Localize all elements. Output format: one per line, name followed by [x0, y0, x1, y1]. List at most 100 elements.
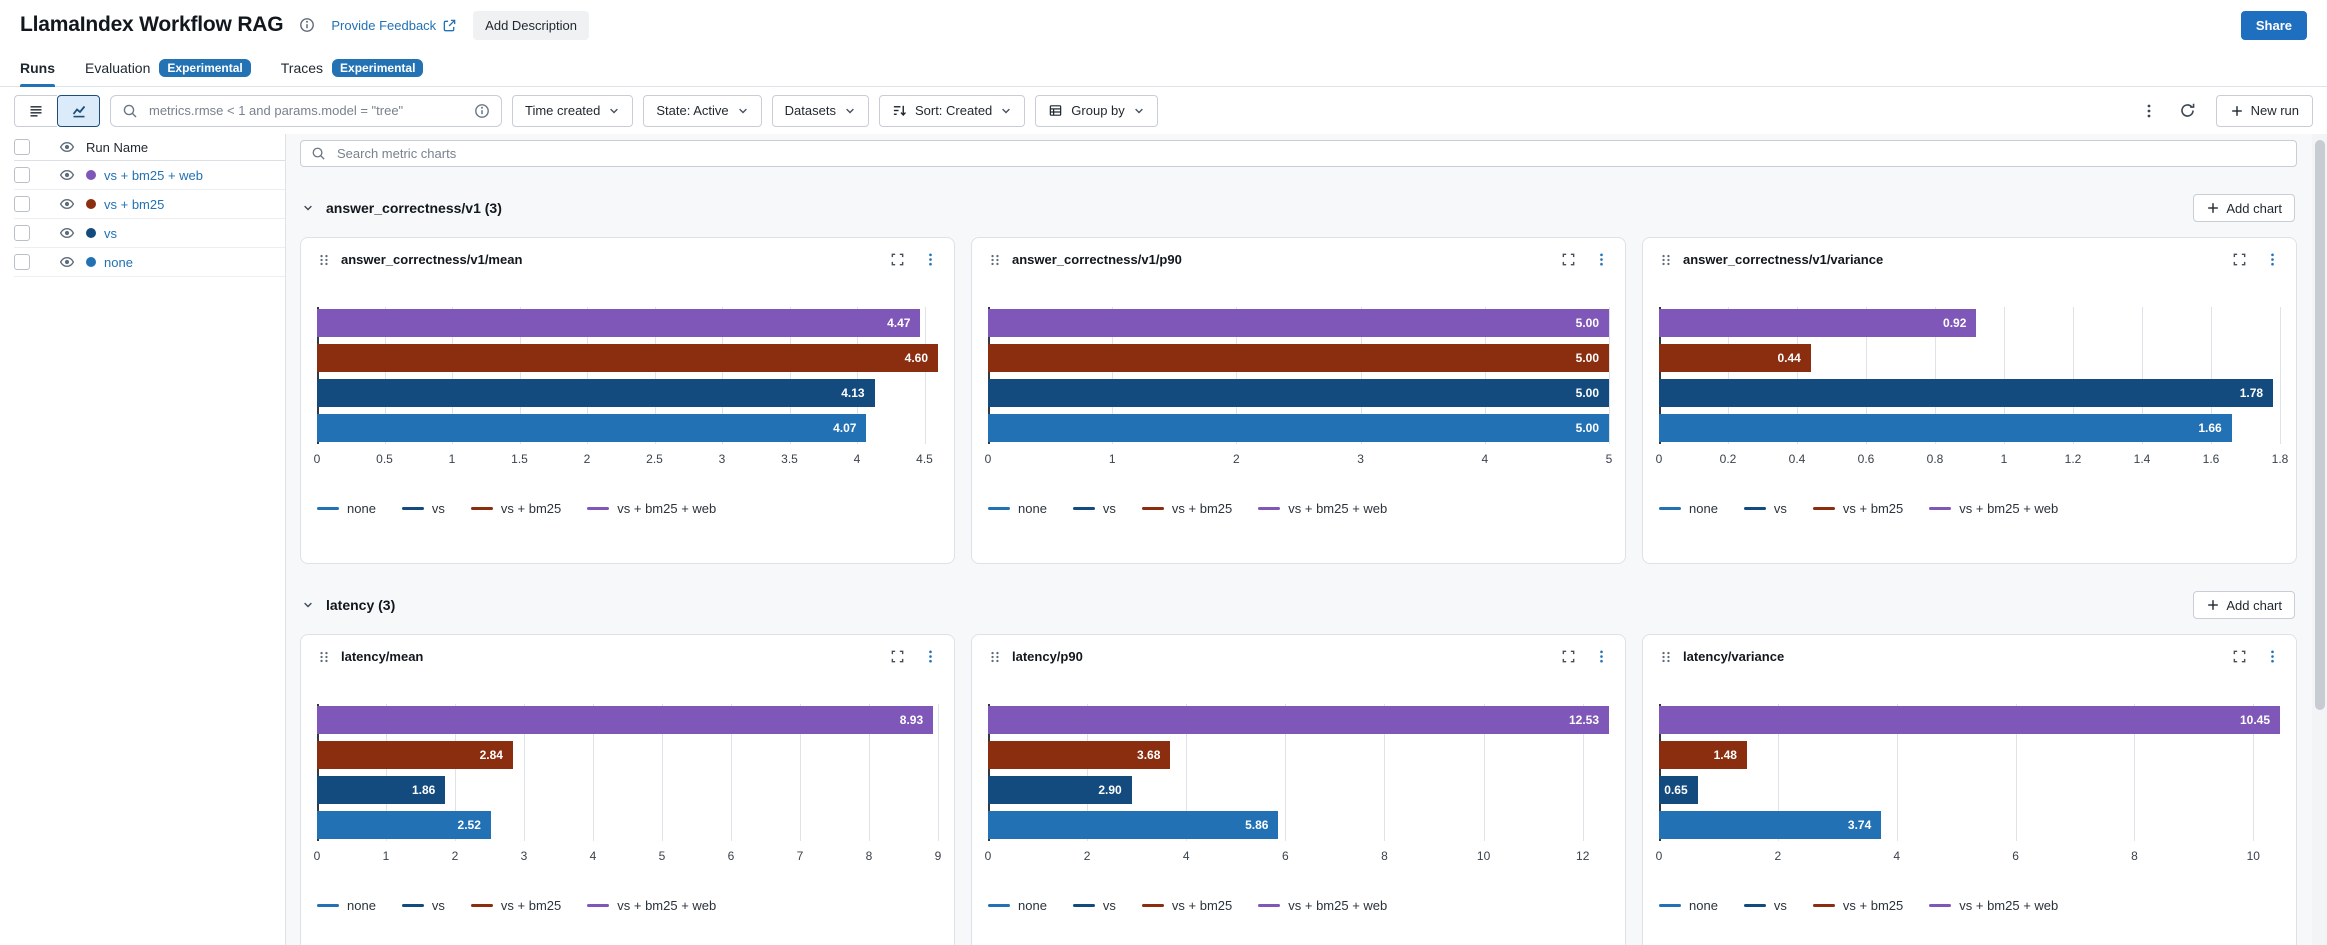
legend-item-none[interactable]: none	[1659, 501, 1718, 516]
bar-vs-bm25[interactable]: 5.00	[988, 344, 1609, 372]
kebab-icon[interactable]	[923, 649, 938, 664]
add-description-button[interactable]: Add Description	[473, 10, 589, 40]
bar-vs[interactable]: 4.13	[317, 379, 875, 407]
legend-item-vs-bm25[interactable]: vs + bm25	[1141, 501, 1232, 516]
add-chart-button[interactable]: Add chart	[2193, 591, 2295, 619]
run-name-link[interactable]: vs + bm25	[104, 196, 165, 212]
drag-handle-icon[interactable]	[988, 253, 1002, 267]
bar-vs-bm25-web[interactable]: 8.93	[317, 706, 934, 734]
drag-handle-icon[interactable]	[317, 253, 331, 267]
metric-charts-search-input[interactable]	[335, 145, 2286, 162]
provide-feedback-link[interactable]: Provide Feedback	[331, 18, 457, 33]
legend-item-vs-bm25-web[interactable]: vs + bm25 + web	[587, 501, 716, 516]
legend-item-vs-bm25-web[interactable]: vs + bm25 + web	[1258, 501, 1387, 516]
drag-handle-icon[interactable]	[988, 650, 1002, 664]
kebab-icon[interactable]	[1594, 649, 1609, 664]
tab-runs[interactable]: Runs	[20, 50, 55, 87]
legend-item-vs-bm25[interactable]: vs + bm25	[1812, 898, 1903, 913]
legend-item-vs[interactable]: vs	[401, 898, 445, 913]
legend-item-none[interactable]: none	[1659, 898, 1718, 913]
list-view-button[interactable]	[14, 94, 57, 127]
legend-item-none[interactable]: none	[988, 501, 1047, 516]
bar-vs-bm25[interactable]: 3.68	[988, 741, 1171, 769]
run-name-link[interactable]: vs + bm25 + web	[104, 167, 203, 183]
legend-item-vs-bm25[interactable]: vs + bm25	[1141, 898, 1232, 913]
bar-vs[interactable]: 2.90	[988, 776, 1132, 804]
legend-item-none[interactable]: none	[317, 898, 376, 913]
run-checkbox[interactable]	[14, 225, 30, 241]
search-info-icon[interactable]	[474, 103, 490, 119]
bar-vs[interactable]: 1.86	[317, 776, 446, 804]
filter-sort-created[interactable]: Sort: Created	[878, 94, 1026, 127]
bar-vs-bm25[interactable]: 2.84	[317, 741, 513, 769]
bar-vs-bm25-web[interactable]: 4.47	[317, 309, 921, 337]
more-options-button[interactable]	[2139, 101, 2159, 121]
expand-icon[interactable]	[2232, 649, 2247, 664]
drag-handle-icon[interactable]	[317, 650, 331, 664]
visibility-toggle-icon[interactable]	[48, 225, 86, 241]
share-button[interactable]: Share	[2240, 10, 2307, 40]
legend-item-vs-bm25-web[interactable]: vs + bm25 + web	[1929, 501, 2058, 516]
refresh-button[interactable]	[2177, 100, 2198, 121]
visibility-column-icon[interactable]	[48, 139, 86, 155]
filter-datasets[interactable]: Datasets	[771, 94, 869, 127]
expand-icon[interactable]	[890, 252, 905, 267]
drag-handle-icon[interactable]	[1659, 253, 1673, 267]
add-chart-button[interactable]: Add chart	[2193, 194, 2295, 222]
run-checkbox[interactable]	[14, 254, 30, 270]
bar-none[interactable]: 4.07	[317, 414, 867, 442]
legend-item-none[interactable]: none	[317, 501, 376, 516]
legend-item-vs-bm25-web[interactable]: vs + bm25 + web	[587, 898, 716, 913]
bar-vs-bm25[interactable]: 0.44	[1659, 344, 1811, 372]
new-run-button[interactable]: New run	[2215, 94, 2313, 127]
bar-vs[interactable]: 5.00	[988, 379, 1609, 407]
bar-vs[interactable]: 0.65	[1659, 776, 1698, 804]
legend-item-vs[interactable]: vs	[1072, 501, 1116, 516]
run-checkbox[interactable]	[14, 196, 30, 212]
visibility-toggle-icon[interactable]	[48, 196, 86, 212]
bar-none[interactable]: 2.52	[317, 811, 491, 839]
scrollbar-thumb[interactable]	[2315, 140, 2325, 710]
bar-vs-bm25-web[interactable]: 10.45	[1659, 706, 2280, 734]
select-all-checkbox[interactable]	[14, 139, 30, 155]
bar-vs-bm25-web[interactable]: 0.92	[1659, 309, 1977, 337]
kebab-icon[interactable]	[923, 252, 938, 267]
expand-icon[interactable]	[890, 649, 905, 664]
visibility-toggle-icon[interactable]	[48, 167, 86, 183]
chevron-down-icon[interactable]	[302, 202, 314, 214]
scrollbar-track[interactable]	[2312, 134, 2327, 945]
kebab-icon[interactable]	[1594, 252, 1609, 267]
runs-search-input[interactable]	[147, 102, 465, 119]
filter-group-by[interactable]: Group by	[1035, 94, 1158, 127]
bar-none[interactable]: 5.86	[988, 811, 1279, 839]
tab-evaluation[interactable]: Evaluation Experimental	[85, 50, 251, 86]
kebab-icon[interactable]	[2265, 649, 2280, 664]
expand-icon[interactable]	[1561, 252, 1576, 267]
legend-item-vs-bm25[interactable]: vs + bm25	[470, 898, 561, 913]
legend-item-vs[interactable]: vs	[401, 501, 445, 516]
chart-view-button[interactable]	[57, 94, 100, 127]
filter-state-active[interactable]: State: Active	[643, 94, 762, 127]
tab-traces[interactable]: Traces Experimental	[281, 50, 424, 86]
run-checkbox[interactable]	[14, 167, 30, 183]
legend-item-vs-bm25-web[interactable]: vs + bm25 + web	[1258, 898, 1387, 913]
bar-vs-bm25-web[interactable]: 12.53	[988, 706, 1609, 734]
legend-item-none[interactable]: none	[988, 898, 1047, 913]
bar-none[interactable]: 5.00	[988, 414, 1609, 442]
bar-vs[interactable]: 1.78	[1659, 379, 2274, 407]
legend-item-vs-bm25-web[interactable]: vs + bm25 + web	[1929, 898, 2058, 913]
bar-vs-bm25-web[interactable]: 5.00	[988, 309, 1609, 337]
bar-none[interactable]: 3.74	[1659, 811, 1882, 839]
bar-none[interactable]: 1.66	[1659, 414, 2232, 442]
visibility-toggle-icon[interactable]	[48, 254, 86, 270]
filter-time-created[interactable]: Time created	[512, 94, 634, 127]
legend-item-vs-bm25[interactable]: vs + bm25	[470, 501, 561, 516]
chevron-down-icon[interactable]	[302, 599, 314, 611]
legend-item-vs[interactable]: vs	[1743, 501, 1787, 516]
expand-icon[interactable]	[2232, 252, 2247, 267]
drag-handle-icon[interactable]	[1659, 650, 1673, 664]
kebab-icon[interactable]	[2265, 252, 2280, 267]
expand-icon[interactable]	[1561, 649, 1576, 664]
bar-vs-bm25[interactable]: 4.60	[317, 344, 938, 372]
legend-item-vs[interactable]: vs	[1743, 898, 1787, 913]
